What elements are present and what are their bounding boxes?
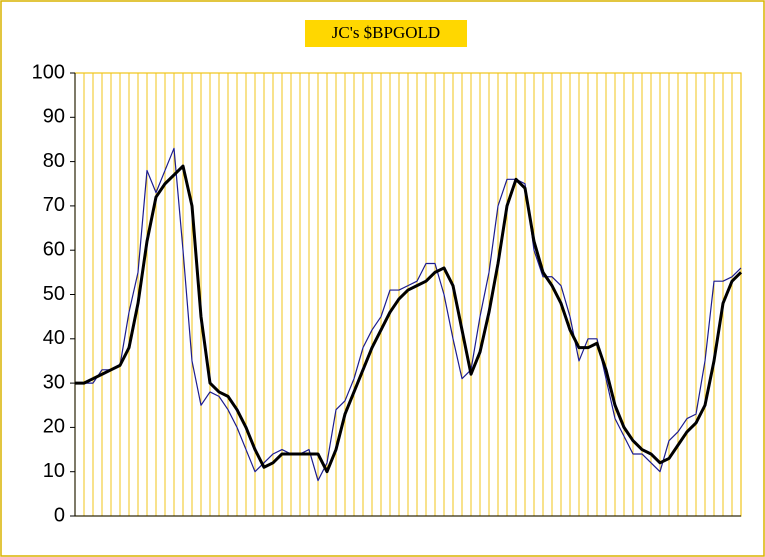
- y-tick-label: 70: [43, 194, 65, 216]
- chart-title: JC's $BPGOLD: [332, 23, 440, 42]
- title-box: [305, 20, 467, 47]
- y-tick-label: 90: [43, 106, 65, 128]
- y-tick-label: 30: [43, 371, 65, 393]
- series-line: [75, 164, 743, 474]
- y-tick-label: 100: [32, 61, 65, 83]
- plot-area: 0 10 20 30 40 50 60 70 80 90 100: [32, 61, 743, 526]
- y-tick-label: 0: [54, 504, 65, 526]
- y-tick-label: 60: [43, 238, 65, 260]
- y-tick-label: 20: [43, 416, 65, 438]
- y-tick-label: 40: [43, 327, 65, 349]
- y-tick-label: 50: [43, 283, 65, 305]
- series-line: [75, 147, 742, 482]
- y-tick-label: 80: [43, 150, 65, 172]
- y-tick-label: 10: [43, 460, 65, 482]
